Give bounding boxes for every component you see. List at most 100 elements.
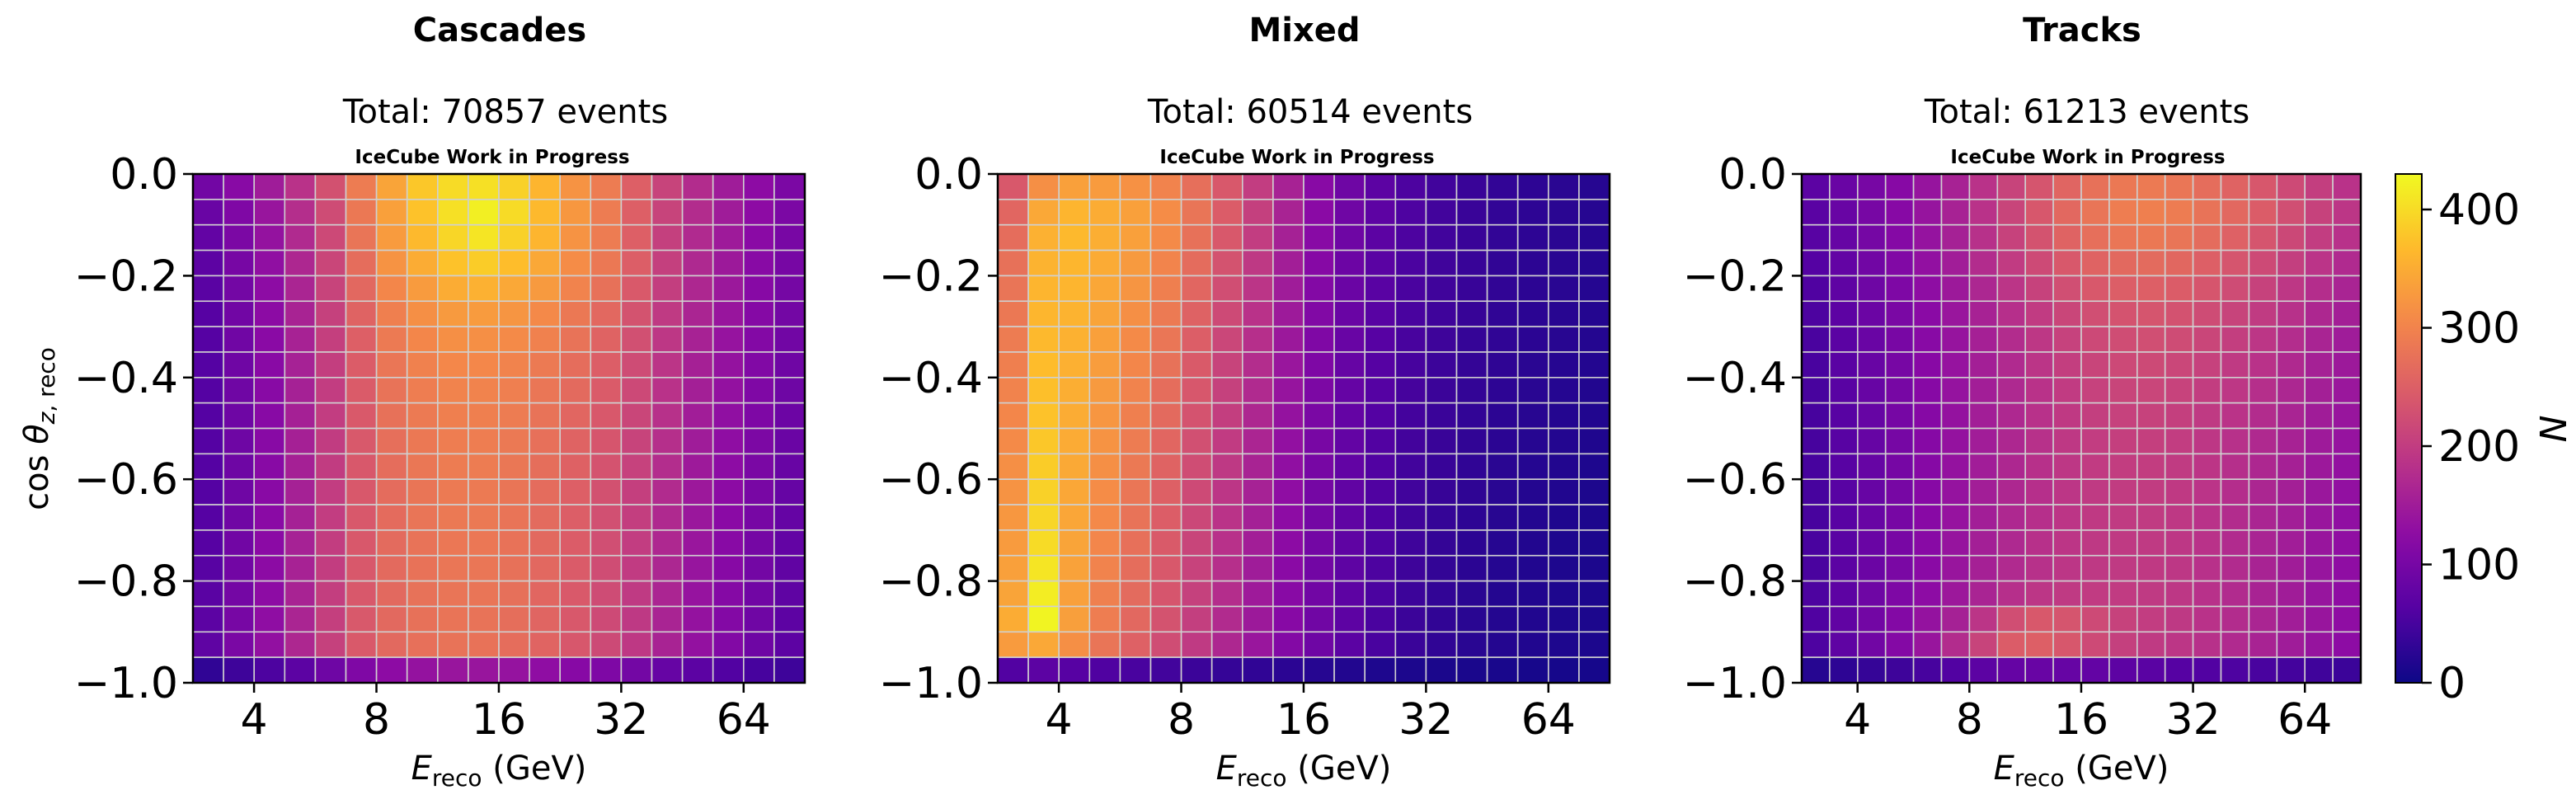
heatmap-cell [2248,300,2278,327]
heatmap-cell [2080,402,2110,430]
heatmap-cell [314,504,347,531]
heatmap-cell [284,249,317,277]
heatmap-cell [1058,554,1091,582]
heatmap-cell [2192,427,2222,455]
heatmap-cell [997,199,1029,226]
heatmap-cell [681,275,714,303]
heatmap-cell [1149,605,1182,633]
heatmap-cell [1149,504,1182,531]
heatmap-cell [1548,300,1580,327]
heatmap-cell [1455,173,1488,200]
heatmap-cell [1884,427,1915,455]
heatmap-cell [1578,300,1610,327]
heatmap-cell [2164,580,2194,608]
heatmap-cell [2192,300,2222,327]
heatmap-cell [345,199,378,226]
heatmap-cell [742,173,775,200]
heatmap-cell [468,427,500,455]
heatmap-cell [436,529,469,557]
heatmap-cell [2248,376,2278,404]
heatmap-cell [1486,427,1519,455]
heatmap-cell [651,478,684,505]
heatmap-cell [620,554,653,582]
heatmap-cell [2220,580,2250,608]
heatmap-cell [1272,478,1304,505]
heatmap-cell [620,223,653,252]
heatmap-cell [1425,631,1458,658]
heatmap-cell [2276,478,2306,505]
heatmap-cell [1027,529,1060,557]
heatmap-cell [1149,199,1182,226]
heatmap-cell [712,275,745,303]
heatmap-cell [2108,402,2138,430]
colorbar-tick-label: 300 [2438,304,2520,354]
heatmap-cell [651,427,684,455]
heatmap-cell [1180,173,1213,200]
heatmap-cell [1333,376,1366,404]
heatmap-cell [712,326,745,353]
heatmap-cell [1548,223,1580,252]
heatmap-cell [1516,300,1549,327]
heatmap-cell [1303,249,1335,277]
heatmap-cell [529,554,561,582]
heatmap-cell [253,427,286,455]
heatmap-cell [1516,427,1549,455]
heatmap-cell [1516,223,1549,252]
heatmap-cell [2276,554,2306,582]
heatmap-cell [1394,580,1427,608]
y-tick-label: 0.0 [914,150,983,200]
heatmap-cell [1333,223,1366,252]
y-tick-label: −0.2 [879,252,983,301]
heatmap-cell [2052,656,2082,684]
heatmap-cell [742,554,775,582]
heatmap-cell [1968,605,1999,633]
heatmap-cell [773,504,806,531]
heatmap-cell [284,605,317,633]
heatmap-cell [651,656,684,684]
heatmap-cell [1884,554,1915,582]
heatmap-cell [2164,656,2194,684]
heatmap-cell [1027,351,1060,378]
heatmap-cell [1210,554,1243,582]
x-tick-label: 8 [363,695,390,745]
heatmap-cell [2304,580,2334,608]
y-tick-label: −0.4 [1683,354,1787,403]
heatmap-cell [1303,173,1335,200]
heatmap-cell [1058,453,1091,480]
heatmap-cell [1394,529,1427,557]
heatmap-cell [1801,631,1831,658]
heatmap-cell [2024,326,2054,353]
heatmap-cell [2052,376,2082,404]
heatmap-cell [681,300,714,327]
heatmap-cell [1088,300,1121,327]
heatmap-cell [1829,478,1859,505]
heatmap-cell [2332,605,2362,633]
heatmap-cell [1180,504,1213,531]
heatmap-cell [651,275,684,303]
heatmap-cell [559,554,592,582]
heatmap-cell [1578,402,1610,430]
heatmap-cell [651,326,684,353]
heatmap-cell [2136,223,2166,252]
heatmap-cell [2304,554,2334,582]
heatmap-cell [1829,351,1859,378]
heatmap-cell [436,199,469,226]
heatmap-cell [284,351,317,378]
heatmap-cell [1333,453,1366,480]
heatmap-cell [436,580,469,608]
heatmap-cell [997,656,1029,684]
x-tick-label: 4 [1046,695,1073,745]
heatmap-cell [1333,249,1366,277]
heatmap-cell [1119,580,1152,608]
heatmap-cell [590,249,623,277]
heatmap-cell [1058,173,1091,200]
heatmap-cell [223,478,256,505]
heatmap-cell [375,300,408,327]
heatmap-cell [2304,275,2334,303]
heatmap-cell [1829,504,1859,531]
heatmap-cell [1857,529,1887,557]
heatmap-cell [1058,631,1091,658]
heatmap-cell [192,554,224,582]
heatmap-cell [1149,554,1182,582]
heatmap-cell [712,402,745,430]
